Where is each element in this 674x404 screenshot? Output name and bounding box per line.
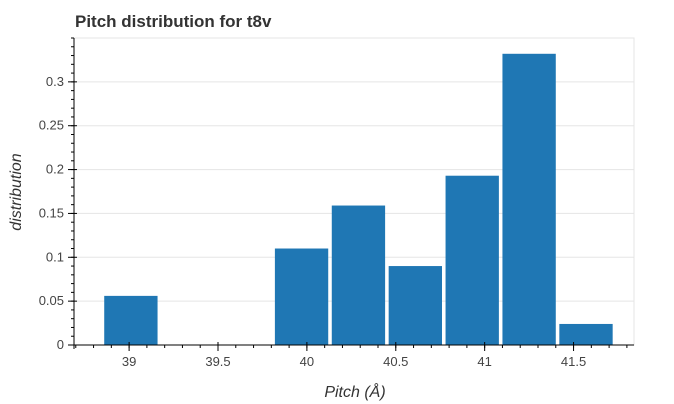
y-tick-label: 0.1: [46, 249, 64, 264]
x-tick-label: 39: [122, 354, 136, 369]
ticks: 39 39.5 40 40.5 41 41.5 0 0.05 0.1 0.15 0.2 0.25 0.3: [39, 37, 628, 369]
bars: [104, 53, 613, 345]
axes: [73, 38, 634, 349]
chart-title: Pitch distribution for t8v: [75, 12, 272, 31]
y-axis-label: distribution: [8, 153, 25, 230]
histogram-bar: [388, 266, 442, 345]
y-tick-label: 0.05: [39, 293, 64, 308]
y-tick-label: 0: [57, 337, 64, 352]
x-tick-label: 41: [477, 354, 491, 369]
x-tick-label: 40: [300, 354, 314, 369]
y-tick-label: 0.15: [39, 205, 64, 220]
histogram-bar: [559, 323, 613, 345]
y-tick-label: 0.2: [46, 162, 64, 177]
histogram-bar: [331, 205, 386, 345]
x-tick-label: 41.5: [561, 354, 586, 369]
x-axis-label: Pitch (Å): [324, 382, 385, 401]
histogram-bar: [104, 295, 158, 345]
histogram-bar: [445, 175, 499, 345]
x-tick-label: 39.5: [205, 354, 230, 369]
histogram-bar: [274, 248, 329, 345]
x-tick-label: 40.5: [383, 354, 408, 369]
y-tick-label: 0.25: [39, 118, 64, 133]
histogram-bar: [502, 53, 556, 345]
y-tick-label: 0.3: [46, 74, 64, 89]
